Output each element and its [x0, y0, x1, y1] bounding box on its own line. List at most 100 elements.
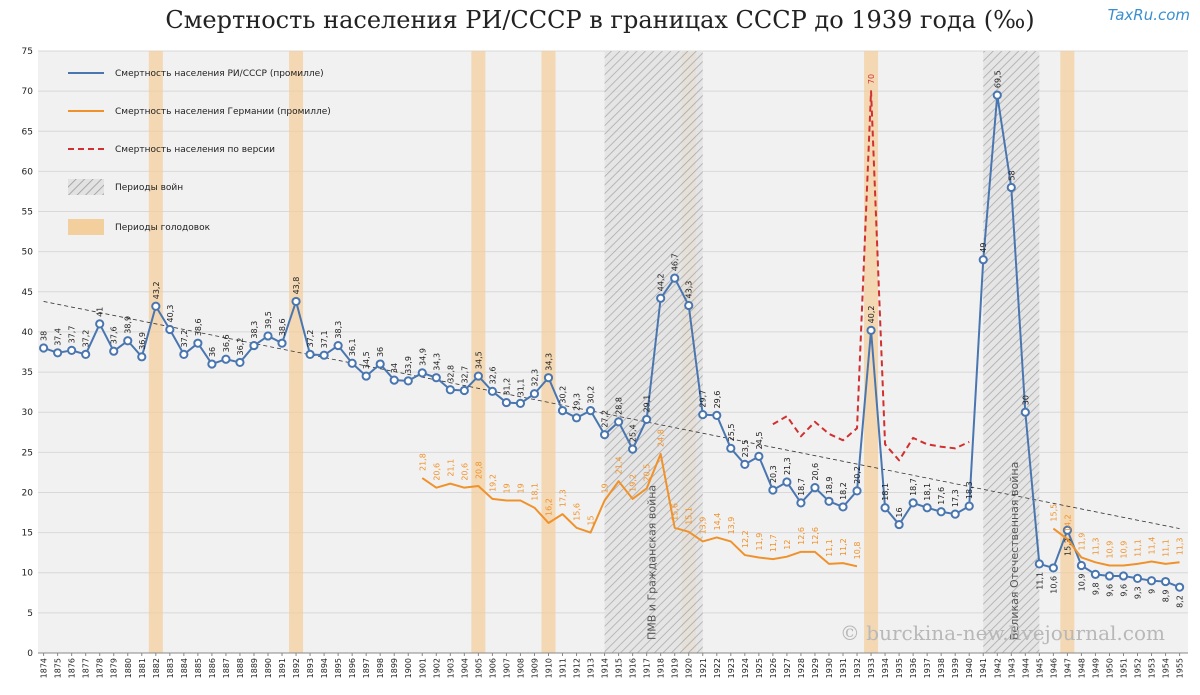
x-tick-label: 1930 — [825, 658, 834, 678]
data-label: 29,7 — [699, 390, 708, 408]
data-label: 10,9 — [1105, 541, 1114, 559]
data-label: 21,8 — [418, 453, 427, 471]
data-label: 29,6 — [713, 391, 722, 409]
x-tick-label: 1896 — [348, 658, 357, 678]
x-tick-label: 1927 — [783, 658, 792, 678]
point — [291, 296, 301, 307]
data-label: 31,1 — [516, 379, 525, 397]
legend: Смертность населения РИ/СССР (промилле) С… — [68, 69, 331, 235]
point — [207, 359, 217, 369]
point — [950, 509, 960, 519]
data-label: 38,6 — [278, 318, 287, 336]
famine-band — [148, 51, 163, 653]
x-tick-label: 1878 — [96, 658, 105, 678]
data-label: 10,8 — [853, 541, 862, 559]
point — [67, 345, 77, 355]
data-label: 20,6 — [460, 463, 469, 481]
x-tick-label: 1910 — [544, 658, 553, 678]
data-label: 32,6 — [488, 367, 497, 385]
point — [277, 338, 287, 348]
series-line — [43, 94, 1180, 589]
data-label: 16,2 — [544, 498, 553, 516]
y-tick-label: 70 — [22, 87, 34, 97]
point — [978, 255, 988, 265]
x-tick-label: 1929 — [811, 658, 820, 678]
point — [964, 501, 974, 511]
x-tick-label: 1942 — [993, 658, 1002, 678]
point — [487, 386, 497, 396]
data-label: 15,6 — [671, 503, 680, 521]
data-label: 18,9 — [825, 476, 834, 494]
data-label: 36,2 — [236, 338, 245, 356]
x-tick-label: 1933 — [867, 658, 876, 678]
x-tick-label: 1944 — [1021, 658, 1030, 678]
point — [333, 340, 343, 351]
data-label: 9,8 — [1091, 582, 1100, 595]
data-label: 24,5 — [755, 432, 764, 450]
data-label: 20,5 — [643, 464, 652, 482]
data-label: 37,6 — [110, 326, 119, 344]
point — [824, 496, 834, 506]
data-label: 19,2 — [488, 474, 497, 492]
data-label: 44,2 — [657, 273, 666, 291]
point — [992, 90, 1002, 100]
point — [39, 343, 49, 353]
x-tick-label: 1943 — [1007, 658, 1016, 678]
legend-label: Смертность населения по версии — [115, 145, 275, 155]
y-tick-label: 60 — [22, 167, 34, 177]
x-tick-label: 1906 — [488, 658, 497, 678]
data-label: 31,2 — [502, 378, 511, 396]
data-label: 17,6 — [937, 487, 946, 505]
data-label: 43,8 — [292, 277, 301, 295]
data-label: 30,2 — [587, 386, 596, 404]
x-tick-label: 1889 — [250, 658, 259, 678]
data-label: 29,1 — [643, 395, 652, 413]
x-tick-label: 1876 — [68, 658, 77, 678]
data-label: 15,5 — [1049, 504, 1058, 522]
point — [515, 398, 526, 408]
point — [347, 358, 357, 368]
data-label: 37,4 — [54, 328, 63, 346]
data-label: 32,7 — [460, 366, 469, 384]
x-tick-label: 1945 — [1035, 658, 1044, 678]
x-tick-label: 1946 — [1049, 658, 1058, 678]
data-label: 36,6 — [222, 334, 231, 352]
data-label: 12 — [783, 539, 792, 549]
x-tick-label: 1897 — [362, 658, 371, 678]
y-tick-label: 35 — [22, 368, 33, 378]
x-tick-label: 1952 — [1134, 658, 1143, 678]
data-label: 34 — [390, 363, 399, 373]
point — [1006, 182, 1016, 193]
data-label: 17,3 — [559, 489, 568, 507]
data-label: 21,4 — [615, 456, 624, 474]
y-tick-label: 20 — [22, 488, 34, 498]
x-tick-label: 1886 — [208, 658, 217, 678]
x-tick-label: 1941 — [979, 658, 988, 678]
data-label: 11,9 — [1077, 533, 1086, 551]
point — [838, 502, 848, 512]
x-tick-label: 1934 — [881, 658, 890, 678]
x-tick-label: 1887 — [222, 658, 231, 678]
data-label: 11,1 — [1035, 572, 1044, 590]
x-tick-label: 1901 — [418, 658, 427, 678]
data-label: 11,1 — [825, 539, 834, 557]
x-tick-label: 1917 — [643, 658, 652, 678]
data-label: 9,6 — [1119, 584, 1128, 597]
x-tick-label: 1916 — [629, 658, 638, 678]
famine-band — [864, 51, 879, 653]
legend-label: Смертность населения РИ/СССР (промилле) — [115, 69, 324, 79]
point — [249, 340, 259, 351]
x-tick-label: 1880 — [124, 658, 133, 678]
data-label: 20,2 — [853, 466, 862, 484]
data-label: 32,3 — [530, 369, 539, 387]
data-label: 12,2 — [741, 530, 750, 548]
point — [740, 459, 750, 469]
point — [656, 293, 666, 303]
point — [165, 324, 175, 335]
x-tick-label: 1907 — [502, 658, 511, 678]
x-tick-label: 1936 — [909, 658, 918, 678]
data-label: 10,9 — [1119, 541, 1128, 559]
x-tick-label: 1949 — [1091, 658, 1100, 678]
legend-swatch — [68, 219, 104, 235]
x-tick-label: 1885 — [194, 658, 203, 678]
